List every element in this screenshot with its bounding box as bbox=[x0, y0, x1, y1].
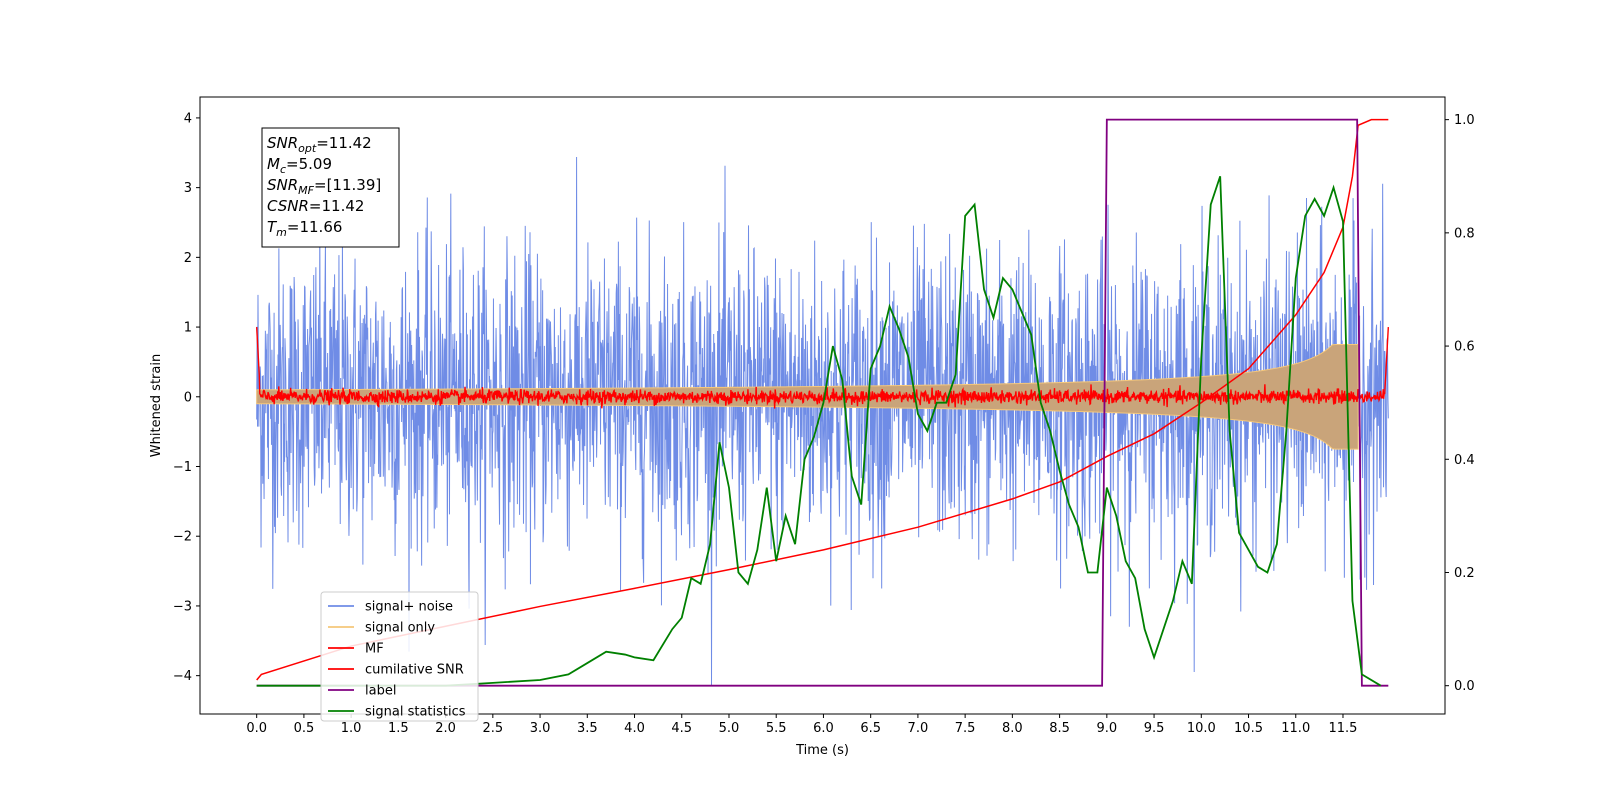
legend-label: signal statistics bbox=[365, 705, 466, 720]
annotation-box-frame bbox=[261, 127, 400, 248]
legend-label: signal only bbox=[365, 621, 435, 636]
left-y-tick-label: 0 bbox=[184, 390, 192, 405]
right-y-tick-label: 0.6 bbox=[1454, 340, 1475, 355]
annotation-symbol: M bbox=[267, 155, 280, 173]
x-tick-label: 5.5 bbox=[766, 721, 787, 736]
x-tick-label: 3.5 bbox=[577, 721, 598, 736]
annotation-subscript: m bbox=[276, 226, 287, 239]
annotation-line: SNRMF=[11.39] bbox=[267, 176, 381, 197]
left-y-axis-label: Whitened strain bbox=[149, 354, 164, 457]
cumilative-snr-line bbox=[256, 118, 1389, 681]
x-tick-label: 11.0 bbox=[1281, 721, 1310, 736]
x-tick-label: 1.5 bbox=[388, 721, 409, 736]
x-tick-label: 10.0 bbox=[1187, 721, 1216, 736]
annotation-symbol: SNR bbox=[267, 134, 298, 152]
left-y-tick-label: −1 bbox=[173, 460, 192, 475]
x-tick-label: 6.0 bbox=[813, 721, 834, 736]
annotation-line: CSNR=11.42 bbox=[267, 197, 364, 215]
annotation-value: =5.09 bbox=[286, 155, 332, 173]
legend-label: label bbox=[365, 684, 396, 699]
left-y-tick-label: −4 bbox=[173, 669, 192, 684]
annotation-subscript: MF bbox=[298, 184, 314, 197]
label-line bbox=[256, 118, 1389, 687]
annotation-value: =[11.39] bbox=[314, 176, 381, 194]
left-y-tick-label: 4 bbox=[184, 111, 192, 126]
left-y-tick-label: 1 bbox=[184, 321, 192, 336]
series-signal-statistics bbox=[256, 175, 1382, 687]
annotation-symbol: CSNR bbox=[267, 197, 309, 215]
x-tick-label: 5.0 bbox=[719, 721, 740, 736]
x-tick-label: 3.0 bbox=[530, 721, 551, 736]
right-y-tick-label: 0.0 bbox=[1454, 679, 1475, 694]
x-tick-label: 7.5 bbox=[955, 721, 976, 736]
plot-area bbox=[255, 118, 1390, 687]
x-tick-label: 4.0 bbox=[624, 721, 645, 736]
annotation-line: Tm=11.66 bbox=[267, 218, 342, 239]
x-tick-label: 9.0 bbox=[1096, 721, 1117, 736]
x-tick-label: 9.5 bbox=[1144, 721, 1165, 736]
right-y-tick-label: 0.2 bbox=[1454, 566, 1475, 581]
left-y-tick-label: −2 bbox=[173, 530, 192, 545]
annotation-line: SNRopt=11.42 bbox=[267, 134, 372, 155]
legend-label: cumilative SNR bbox=[365, 663, 464, 678]
x-tick-label: 8.0 bbox=[1002, 721, 1023, 736]
x-tick-label: 11.5 bbox=[1329, 721, 1358, 736]
legend: signal+ noise signal only MF cumilative SNR… bbox=[320, 591, 479, 722]
x-tick-label: 10.5 bbox=[1234, 721, 1263, 736]
right-y-axis-ticks: 1.0 0.8 0.6 0.4 0.2 0.0 bbox=[1445, 113, 1475, 694]
x-tick-label: 7.0 bbox=[908, 721, 929, 736]
left-y-tick-label: 2 bbox=[184, 251, 192, 266]
annotation-symbol: SNR bbox=[267, 176, 298, 194]
legend-frame bbox=[320, 591, 479, 722]
annotation-symbol: T bbox=[267, 218, 278, 236]
x-tick-label: 8.5 bbox=[1049, 721, 1070, 736]
series-cumilative-snr bbox=[256, 118, 1389, 681]
annotation-value: =11.66 bbox=[287, 218, 343, 236]
x-tick-label: 6.5 bbox=[860, 721, 881, 736]
x-tick-label: 4.5 bbox=[671, 721, 692, 736]
legend-label: MF bbox=[365, 642, 384, 657]
annotation-line: Mc=5.09 bbox=[267, 155, 332, 176]
annotation-subscript: c bbox=[280, 163, 286, 176]
x-tick-label: 1.0 bbox=[341, 721, 362, 736]
annotation-subscript: opt bbox=[298, 142, 317, 155]
annotation-box: SNRopt=11.42Mc=5.09SNRMF=[11.39]CSNR=11.… bbox=[261, 127, 400, 248]
legend-label: signal+ noise bbox=[365, 600, 453, 615]
series-label bbox=[256, 118, 1389, 687]
left-y-tick-label: −3 bbox=[173, 599, 192, 614]
left-y-tick-label: 3 bbox=[184, 181, 192, 196]
x-axis-label: Time (s) bbox=[795, 743, 849, 758]
x-tick-label: 2.5 bbox=[482, 721, 503, 736]
right-y-tick-label: 0.8 bbox=[1454, 226, 1475, 241]
right-y-tick-label: 0.4 bbox=[1454, 453, 1475, 468]
x-tick-label: 2.0 bbox=[435, 721, 456, 736]
annotation-value: =11.42 bbox=[309, 197, 365, 215]
right-y-tick-label: 1.0 bbox=[1454, 113, 1475, 128]
axes-frame bbox=[199, 96, 1446, 715]
left-y-axis-ticks: 4 3 2 1 0 −1 −2 −3 −4 bbox=[173, 111, 200, 684]
annotation-value: =11.42 bbox=[316, 134, 372, 152]
x-tick-label: 0.0 bbox=[246, 721, 267, 736]
x-tick-label: 0.5 bbox=[294, 721, 315, 736]
x-axis-ticks: 0.0 0.5 1.0 1.5 2.0 2.5 3.0 3.5 4.0 4.5 5.0 5.5 6.0 6… bbox=[246, 714, 1357, 736]
signal-statistics-line bbox=[256, 175, 1382, 687]
